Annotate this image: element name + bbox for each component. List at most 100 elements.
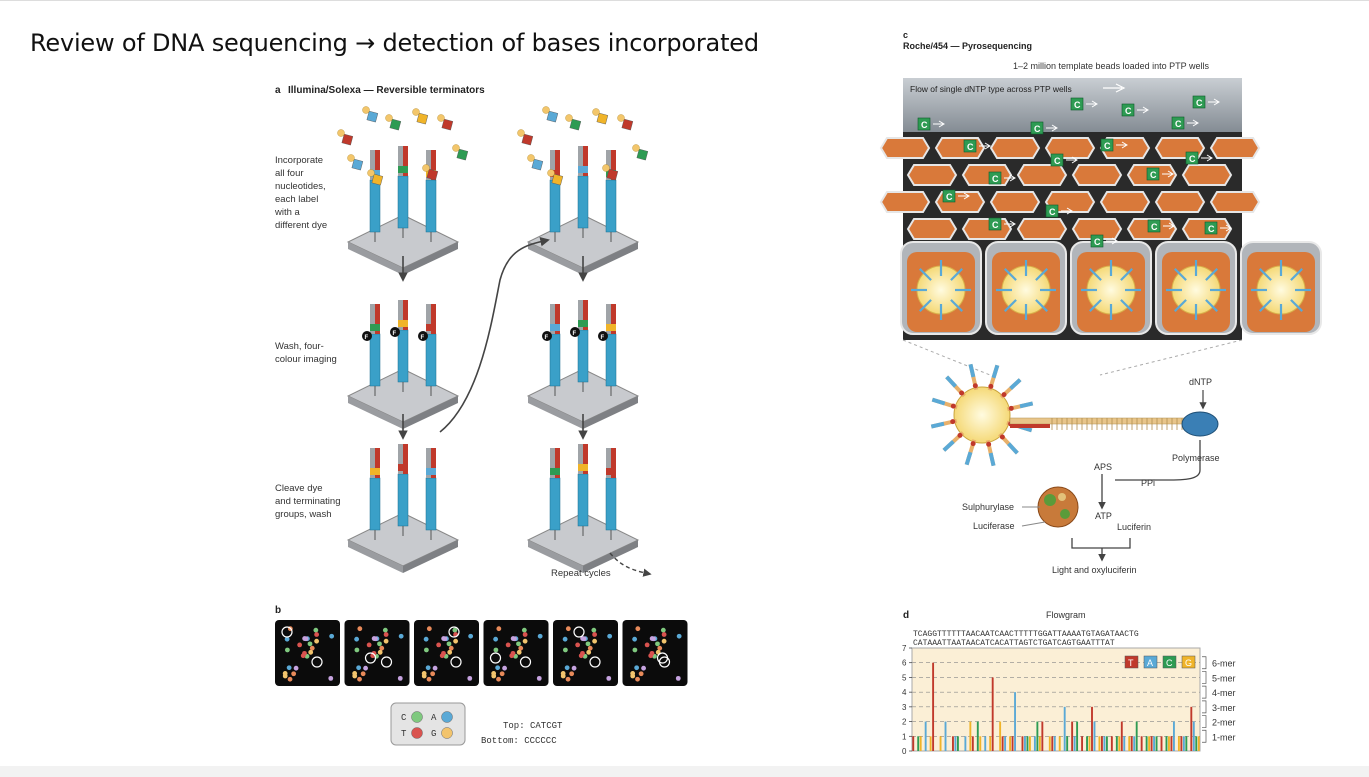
incorporated-base <box>578 464 588 471</box>
nucleotide-cube-icon <box>596 112 609 125</box>
cluster-dot <box>426 626 432 632</box>
flowgram-bar-G <box>1028 736 1031 751</box>
flowgram-bar-C <box>1105 736 1108 751</box>
top-label: Top: CATCGT <box>503 721 563 731</box>
flowgram-bar-T <box>1170 736 1173 751</box>
ptp-well <box>961 218 1013 240</box>
mer-bracket <box>1202 715 1207 728</box>
ptp-well <box>961 164 1013 186</box>
y-tick-label: 1 <box>902 732 907 741</box>
cluster-dot <box>442 636 448 642</box>
flowgram-bar-T <box>1091 706 1093 751</box>
flowgram-bar-C <box>1135 721 1138 751</box>
flow-legend-swatch-T <box>1124 655 1139 669</box>
cluster-dot <box>468 633 474 639</box>
mer-label: 6-mer <box>1212 659 1236 669</box>
bead-dna-strand <box>919 299 932 312</box>
cluster-dot <box>660 627 666 633</box>
cluster-dot <box>282 673 288 679</box>
dntp-cube-letter: C <box>1074 100 1081 110</box>
flowgram-bar-T <box>1120 721 1123 751</box>
cluster-dot <box>439 653 445 659</box>
dna-strand <box>397 175 409 229</box>
ppi-line <box>1115 440 1201 481</box>
cluster-dot <box>644 642 650 648</box>
flow-note: Flow of single dNTP type across PTP well… <box>910 84 1072 94</box>
strand-segment <box>583 146 588 176</box>
strand-segment <box>375 448 380 478</box>
cluster-dot <box>496 676 501 682</box>
bead-dna-strand <box>1205 299 1218 312</box>
arrow-cycle <box>439 236 550 433</box>
dna-strand <box>549 179 561 233</box>
flowgram-bar-A <box>1123 736 1126 751</box>
flow-arrow-icon <box>1116 141 1128 149</box>
ptp-well <box>989 191 1041 213</box>
cluster-dot <box>383 638 389 644</box>
bead-dna-strand <box>1174 299 1187 312</box>
cluster-dot <box>563 647 568 653</box>
flow-arrow-icon <box>1061 207 1073 215</box>
strand-segment <box>375 304 380 334</box>
strand-segment <box>555 448 560 478</box>
dntp-cube-icon <box>1045 204 1059 218</box>
nucleotide-cube-icon <box>636 148 649 161</box>
cluster-dot <box>641 665 646 671</box>
dna-strand <box>425 333 437 387</box>
strand-segment <box>403 300 408 330</box>
flowgram-bar-T <box>1140 736 1143 751</box>
arrow-repeat <box>609 552 652 577</box>
cluster-dot <box>303 636 309 642</box>
ptp-well <box>1044 137 1096 159</box>
cluster-dot <box>309 645 315 651</box>
flowgram-bar-A <box>1063 706 1066 751</box>
cluster-dot <box>453 638 459 644</box>
flowcell-platform-4 <box>517 106 649 275</box>
dye-bead-icon <box>367 169 375 177</box>
platform-side-left <box>528 540 583 573</box>
cluster-dot <box>377 649 383 655</box>
dye-letter: F <box>365 335 369 341</box>
incorporated-base <box>426 468 436 475</box>
y-tick-label: 5 <box>902 673 907 682</box>
dntp-cube-letter: C <box>1175 119 1182 129</box>
y-tick-label: 4 <box>902 688 907 697</box>
panel-a-letter: a <box>275 85 281 96</box>
cluster-dot <box>630 673 636 679</box>
zoom-template-bead <box>953 386 1011 444</box>
cluster-image-3 <box>414 620 479 686</box>
cluster-dot <box>675 675 681 681</box>
ptp-well <box>934 137 986 159</box>
bead-dna-strand <box>1035 268 1048 281</box>
dna-strand <box>605 477 617 531</box>
bead-anchor <box>957 432 963 438</box>
mer-label: 4-mer <box>1212 688 1236 698</box>
cluster-dot <box>467 675 473 681</box>
strand-segment <box>578 146 583 176</box>
dye-label-icon <box>362 331 372 341</box>
dye-letter: F <box>573 331 577 337</box>
dye-label-icon <box>598 331 608 341</box>
cluster-dot <box>565 626 571 632</box>
luciferase-pointer <box>1021 521 1046 527</box>
aps-label: APS <box>1094 462 1112 472</box>
incorporated-base <box>370 468 380 475</box>
cluster-dot <box>377 641 382 647</box>
cluster-dot <box>432 665 438 671</box>
flow-arrow-icon <box>1004 220 1016 228</box>
dntp-cube-icon <box>1090 234 1104 248</box>
flowgram-bar-T <box>1011 736 1014 751</box>
flowcell-platform-3 <box>346 444 460 573</box>
ptp-well <box>1209 191 1261 213</box>
cluster-dot <box>425 665 431 671</box>
bead-primer-segment <box>991 364 1000 379</box>
flowgram-bar-A <box>944 721 947 751</box>
flowgram-bar-G <box>1148 736 1151 751</box>
sulphurylase-label: Sulphurylase <box>962 502 1014 512</box>
light-arrow <box>1071 538 1131 560</box>
bead-dna-strand <box>1035 299 1048 312</box>
cluster-dot <box>307 641 313 647</box>
cluster-dot <box>562 636 568 642</box>
platform-side-left <box>348 540 403 573</box>
